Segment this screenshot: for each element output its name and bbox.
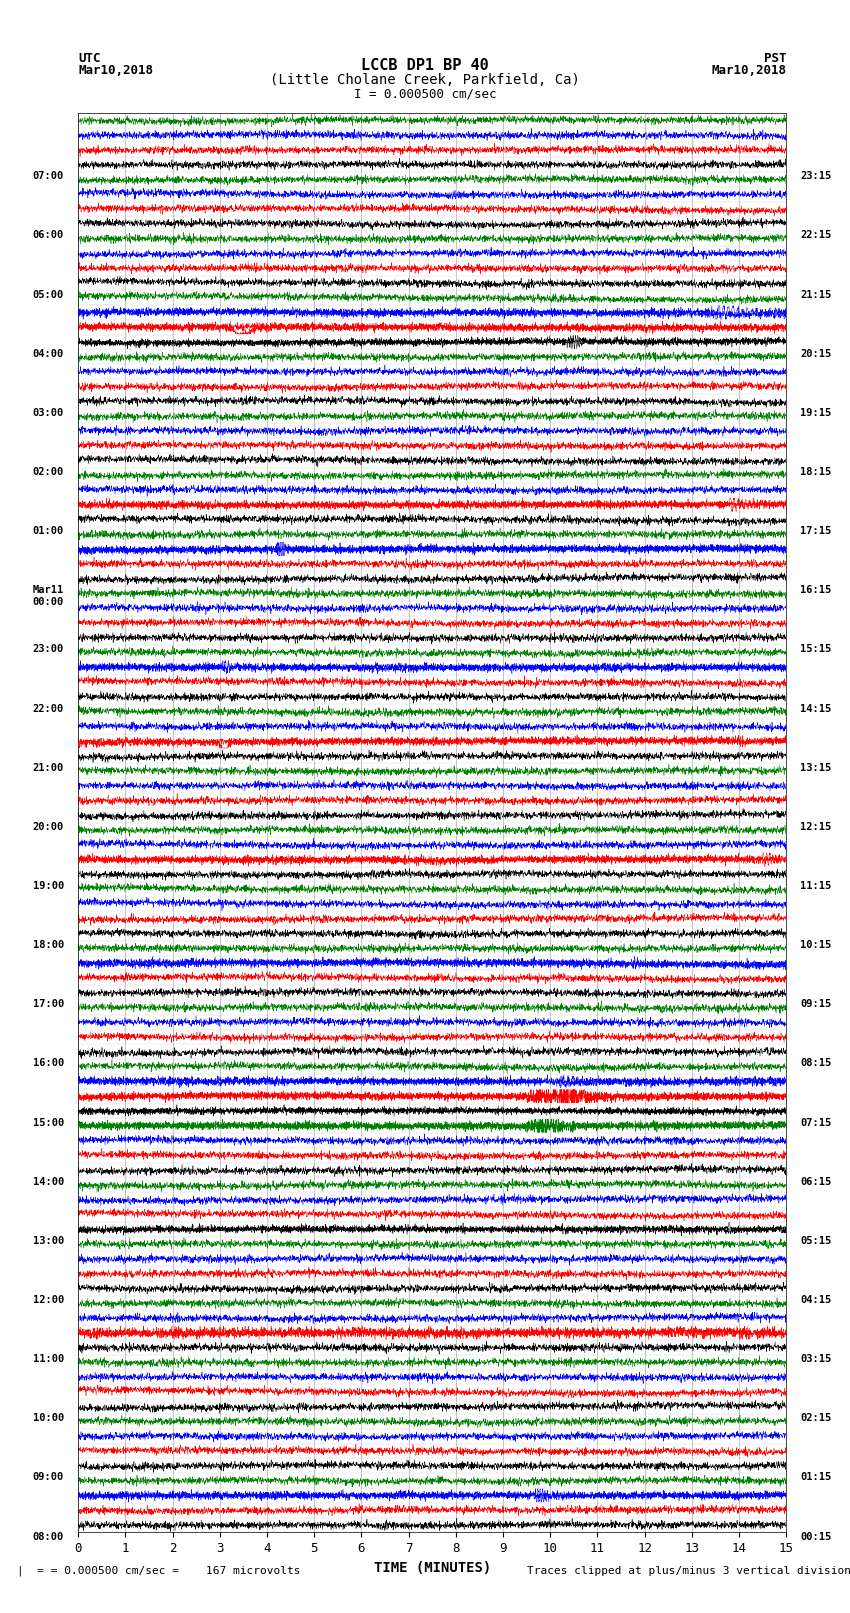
- Text: 06:00: 06:00: [33, 231, 64, 240]
- Text: 22:00: 22:00: [33, 703, 64, 713]
- Text: |  = = 0.000500 cm/sec =    167 microvolts: | = = 0.000500 cm/sec = 167 microvolts: [17, 1565, 301, 1576]
- Text: (Little Cholane Creek, Parkfield, Ca): (Little Cholane Creek, Parkfield, Ca): [270, 73, 580, 87]
- Text: 04:00: 04:00: [33, 348, 64, 358]
- Text: 19:15: 19:15: [801, 408, 831, 418]
- Text: 09:15: 09:15: [801, 1000, 831, 1010]
- Text: 08:00: 08:00: [33, 1532, 64, 1542]
- Text: 02:00: 02:00: [33, 468, 64, 477]
- Text: Mar11
00:00: Mar11 00:00: [33, 586, 64, 606]
- Text: 19:00: 19:00: [33, 881, 64, 890]
- Text: 03:00: 03:00: [33, 408, 64, 418]
- Text: 11:00: 11:00: [33, 1355, 64, 1365]
- Text: 07:15: 07:15: [801, 1118, 831, 1127]
- Text: 12:15: 12:15: [801, 823, 831, 832]
- Text: 12:00: 12:00: [33, 1295, 64, 1305]
- Text: UTC: UTC: [78, 52, 100, 65]
- Text: PST: PST: [764, 52, 786, 65]
- Text: 23:15: 23:15: [801, 171, 831, 181]
- Text: 15:00: 15:00: [33, 1118, 64, 1127]
- Text: 22:15: 22:15: [801, 231, 831, 240]
- Text: 18:00: 18:00: [33, 940, 64, 950]
- Text: 06:15: 06:15: [801, 1177, 831, 1187]
- Text: 00:15: 00:15: [801, 1532, 831, 1542]
- Text: Traces clipped at plus/minus 3 vertical divisions: Traces clipped at plus/minus 3 vertical …: [527, 1566, 850, 1576]
- Text: 17:00: 17:00: [33, 1000, 64, 1010]
- Text: 03:15: 03:15: [801, 1355, 831, 1365]
- Text: 15:15: 15:15: [801, 645, 831, 655]
- Text: 10:00: 10:00: [33, 1413, 64, 1423]
- Text: 21:15: 21:15: [801, 290, 831, 300]
- Text: 14:15: 14:15: [801, 703, 831, 713]
- Text: I = 0.000500 cm/sec: I = 0.000500 cm/sec: [354, 87, 496, 100]
- Text: 01:15: 01:15: [801, 1473, 831, 1482]
- Text: Mar10,2018: Mar10,2018: [711, 65, 786, 77]
- Text: 16:15: 16:15: [801, 586, 831, 595]
- Text: 07:00: 07:00: [33, 171, 64, 181]
- Text: 16:00: 16:00: [33, 1058, 64, 1068]
- Text: 20:15: 20:15: [801, 348, 831, 358]
- Text: 23:00: 23:00: [33, 645, 64, 655]
- Text: 05:15: 05:15: [801, 1236, 831, 1245]
- Text: 17:15: 17:15: [801, 526, 831, 536]
- Text: 18:15: 18:15: [801, 468, 831, 477]
- Text: 08:15: 08:15: [801, 1058, 831, 1068]
- X-axis label: TIME (MINUTES): TIME (MINUTES): [374, 1561, 490, 1574]
- Text: 05:00: 05:00: [33, 290, 64, 300]
- Text: 02:15: 02:15: [801, 1413, 831, 1423]
- Text: 14:00: 14:00: [33, 1177, 64, 1187]
- Text: 20:00: 20:00: [33, 823, 64, 832]
- Text: LCCB DP1 BP 40: LCCB DP1 BP 40: [361, 58, 489, 73]
- Text: 09:00: 09:00: [33, 1473, 64, 1482]
- Text: 21:00: 21:00: [33, 763, 64, 773]
- Text: Mar10,2018: Mar10,2018: [78, 65, 153, 77]
- Text: 13:00: 13:00: [33, 1236, 64, 1245]
- Text: 11:15: 11:15: [801, 881, 831, 890]
- Text: 01:00: 01:00: [33, 526, 64, 536]
- Text: 13:15: 13:15: [801, 763, 831, 773]
- Text: 04:15: 04:15: [801, 1295, 831, 1305]
- Text: 10:15: 10:15: [801, 940, 831, 950]
